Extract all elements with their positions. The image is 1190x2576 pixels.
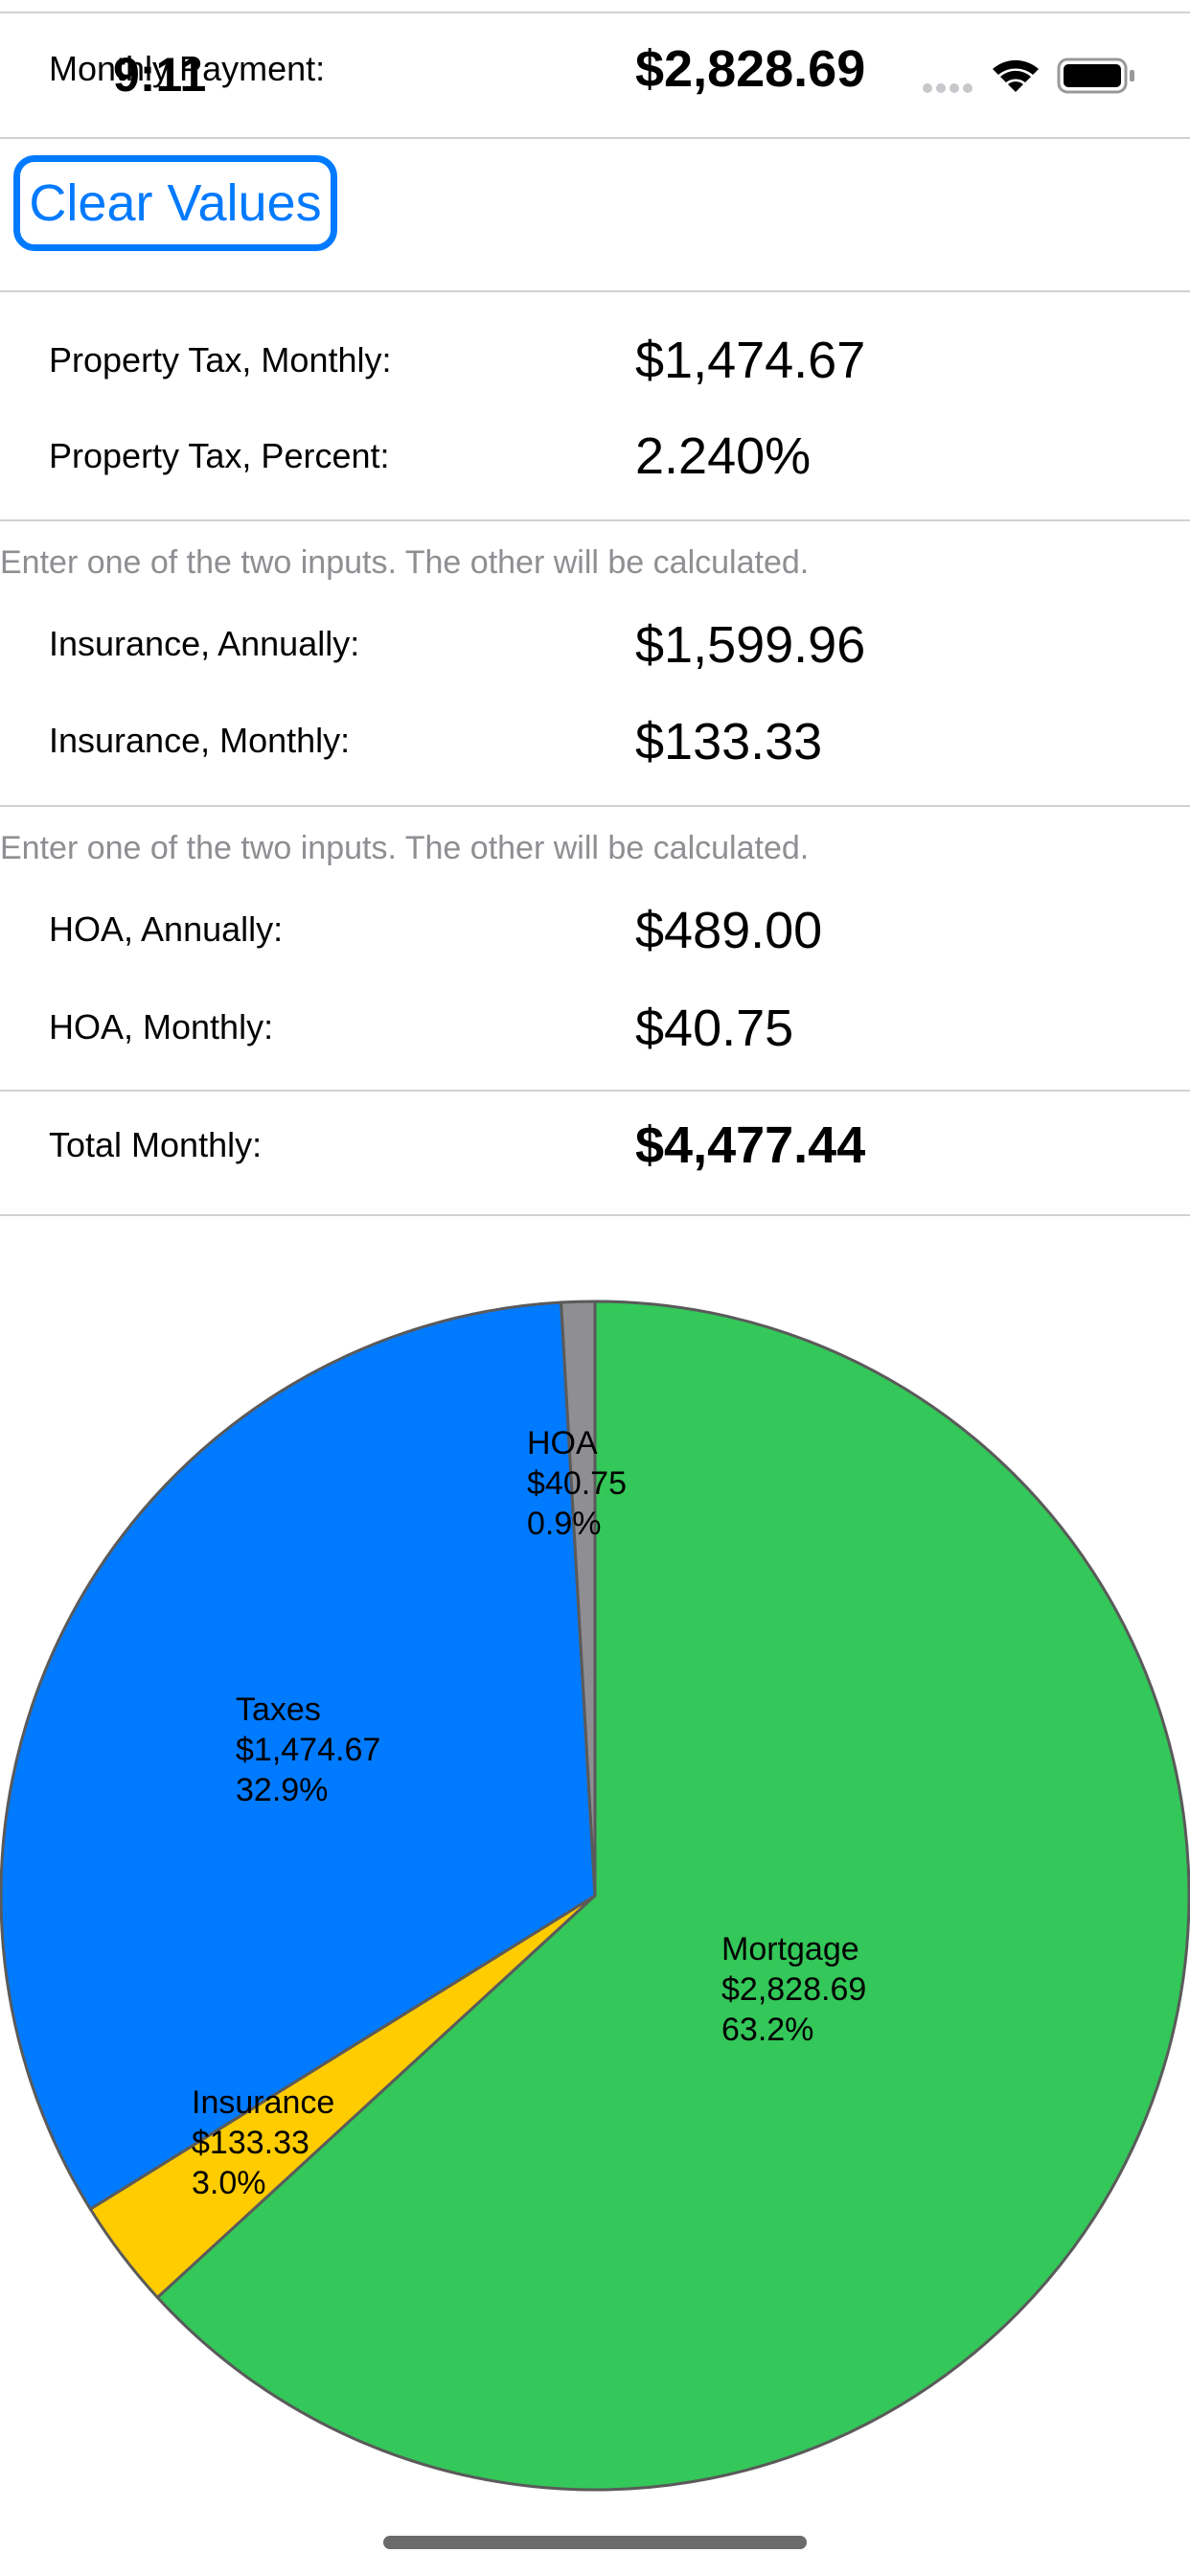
payment-breakdown-pie-chart: Mortgage $2,828.69 63.2% Insurance $133.33 3.… <box>0 1300 1190 2492</box>
pie-label-taxes-name: Taxes <box>236 1691 321 1728</box>
property-tax-percent-input[interactable]: 2.240% <box>635 427 812 485</box>
divider <box>0 1090 1190 1092</box>
divider <box>0 805 1190 807</box>
insurance-hint: Enter one of the two inputs. The other w… <box>0 544 810 581</box>
hoa-annual-input[interactable]: $489.00 <box>635 902 823 959</box>
property-tax-monthly-input[interactable]: $1,474.67 <box>635 332 866 389</box>
pie-label-mortgage-name: Mortgage <box>721 1931 859 1967</box>
property-tax-monthly-label: Property Tax, Monthly: <box>49 340 392 380</box>
total-monthly-label: Total Monthly: <box>49 1125 263 1164</box>
pie-slice-taxes <box>0 1300 597 2212</box>
hoa-hint: Enter one of the two inputs. The other w… <box>0 830 810 866</box>
battery-icon <box>1057 58 1134 94</box>
home-indicator[interactable] <box>383 2536 807 2549</box>
pie-label-hoa-name: HOA <box>527 1425 598 1461</box>
pie-label-insurance-name: Insurance <box>192 2084 334 2121</box>
pie-label-taxes-percent: 32.9% <box>236 1772 328 1808</box>
status-time: 9:11 <box>113 48 207 102</box>
pie-slice-mortgage <box>155 1300 1190 2492</box>
property-tax-percent-label: Property Tax, Percent: <box>49 436 390 475</box>
hoa-monthly-input[interactable]: $40.75 <box>635 1000 794 1057</box>
pie-label-insurance-amount: $133.33 <box>192 2125 309 2161</box>
divider <box>0 290 1190 292</box>
pie-label-hoa-percent: 0.9% <box>527 1506 602 1542</box>
pie-label-hoa-amount: $40.75 <box>527 1465 627 1502</box>
hoa-monthly-label: HOA, Monthly: <box>49 1007 274 1046</box>
divider <box>0 1214 1190 1216</box>
insurance-annual-label: Insurance, Annually: <box>49 624 360 663</box>
divider <box>0 519 1190 521</box>
divider <box>0 12 1190 13</box>
signal-icon <box>923 83 973 93</box>
monthly-payment-label: Monthly Payment: <box>49 49 326 88</box>
insurance-monthly-label: Insurance, Monthly: <box>49 721 351 760</box>
divider <box>0 137 1190 139</box>
pie-slice-hoa <box>559 1300 597 1897</box>
pie-label-mortgage-percent: 63.2% <box>721 2012 813 2048</box>
total-monthly-value: $4,477.44 <box>635 1116 866 1174</box>
pie-label-insurance-percent: 3.0% <box>192 2165 266 2201</box>
hoa-annual-label: HOA, Annually: <box>49 909 284 949</box>
clear-values-button[interactable]: Clear Values <box>13 155 337 251</box>
wifi-icon <box>993 59 1039 92</box>
pie-label-mortgage-amount: $2,828.69 <box>721 1971 866 2008</box>
pie-label-taxes-amount: $1,474.67 <box>236 1732 380 1768</box>
insurance-monthly-input[interactable]: $133.33 <box>635 713 823 770</box>
insurance-annual-input[interactable]: $1,599.96 <box>635 616 866 674</box>
status-icons <box>923 58 1134 94</box>
monthly-payment-value[interactable]: $2,828.69 <box>635 40 866 98</box>
